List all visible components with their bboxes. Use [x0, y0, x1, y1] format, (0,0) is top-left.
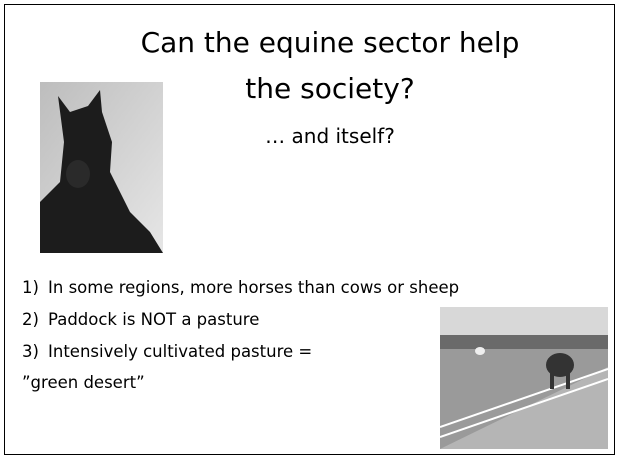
pasture-photo — [440, 307, 608, 449]
title-line: Can the equine sector help — [0, 26, 621, 59]
list-item: 1)In some regions, more horses than cows… — [22, 278, 459, 297]
horse-photo — [40, 82, 163, 253]
list-text: Intensively cultivated pasture = — [48, 342, 312, 361]
list-text: In some regions, more horses than cows o… — [48, 278, 459, 297]
list-marker: 3) — [22, 342, 48, 361]
list-continuation: ”green desert” — [22, 373, 145, 392]
slide: Can the equine sector help the society? … — [0, 0, 621, 461]
list-marker: 2) — [22, 310, 48, 329]
list-text: Paddock is NOT a pasture — [48, 310, 259, 329]
list-item: 3)Intensively cultivated pasture = — [22, 342, 312, 361]
list-marker: 1) — [22, 278, 48, 297]
list-item: 2)Paddock is NOT a pasture — [22, 310, 259, 329]
